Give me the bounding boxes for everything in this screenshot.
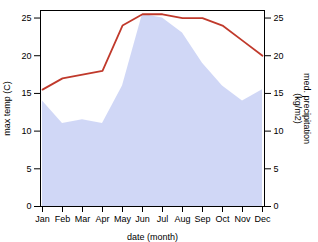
- svg-text:10: 10: [21, 126, 31, 136]
- svg-text:Oct: Oct: [215, 214, 230, 224]
- svg-text:Aug: Aug: [174, 214, 190, 224]
- svg-text:10: 10: [274, 126, 284, 136]
- svg-text:med. precipitation(kg/m2): med. precipitation(kg/m2): [293, 73, 312, 144]
- svg-text:0: 0: [274, 201, 279, 211]
- svg-text:20: 20: [274, 51, 284, 61]
- svg-text:Feb: Feb: [55, 214, 71, 224]
- svg-text:May: May: [114, 214, 132, 224]
- svg-text:15: 15: [21, 88, 31, 98]
- svg-text:Jan: Jan: [35, 214, 50, 224]
- svg-text:Nov: Nov: [234, 214, 251, 224]
- svg-text:5: 5: [26, 164, 31, 174]
- svg-text:Jul: Jul: [157, 214, 169, 224]
- svg-text:date (month): date (month): [127, 232, 178, 242]
- svg-text:5: 5: [274, 164, 279, 174]
- svg-text:0: 0: [26, 201, 31, 211]
- svg-text:Jun: Jun: [135, 214, 150, 224]
- svg-text:Apr: Apr: [95, 214, 109, 224]
- svg-text:Mar: Mar: [75, 214, 91, 224]
- svg-text:25: 25: [274, 13, 284, 23]
- svg-text:Dec: Dec: [254, 214, 271, 224]
- svg-text:15: 15: [274, 88, 284, 98]
- svg-text:25: 25: [21, 13, 31, 23]
- svg-text:Sep: Sep: [194, 214, 210, 224]
- svg-text:max temp (C): max temp (C): [2, 81, 12, 136]
- svg-text:20: 20: [21, 51, 31, 61]
